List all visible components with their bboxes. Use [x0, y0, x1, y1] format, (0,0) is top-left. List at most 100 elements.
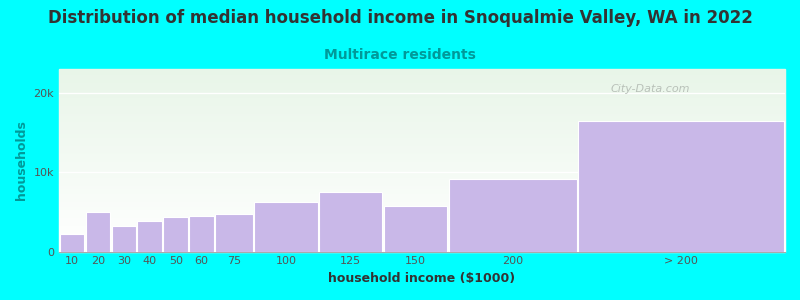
- Bar: [59, 198, 785, 199]
- Bar: [59, 184, 785, 185]
- Bar: [59, 132, 785, 133]
- Bar: [59, 159, 785, 160]
- Bar: [59, 187, 785, 188]
- Text: Distribution of median household income in Snoqualmie Valley, WA in 2022: Distribution of median household income …: [47, 9, 753, 27]
- Bar: [59, 79, 785, 80]
- Bar: [59, 112, 785, 113]
- Bar: [59, 151, 785, 152]
- Bar: [59, 245, 785, 246]
- Bar: [59, 83, 785, 84]
- Bar: [59, 181, 785, 182]
- Bar: [59, 125, 785, 126]
- Bar: [59, 138, 785, 139]
- Bar: [59, 109, 785, 110]
- Bar: [59, 237, 785, 238]
- Bar: [59, 144, 785, 145]
- Bar: [59, 78, 785, 79]
- Bar: [59, 208, 785, 209]
- Bar: [59, 218, 785, 219]
- Bar: [59, 116, 785, 117]
- Bar: [59, 72, 785, 73]
- Bar: [59, 242, 785, 243]
- Bar: [59, 111, 785, 112]
- Bar: [59, 121, 785, 122]
- Bar: [59, 165, 785, 166]
- Bar: [59, 163, 785, 164]
- Bar: [59, 92, 785, 93]
- Bar: [59, 104, 785, 105]
- Bar: [59, 90, 785, 91]
- Bar: [59, 154, 785, 155]
- Text: Multirace residents: Multirace residents: [324, 48, 476, 62]
- Bar: [111, 226, 136, 252]
- Bar: [59, 177, 785, 178]
- Bar: [59, 107, 785, 108]
- Bar: [59, 98, 785, 99]
- Bar: [59, 95, 785, 96]
- Bar: [59, 244, 785, 245]
- Bar: [59, 103, 785, 104]
- Bar: [59, 174, 785, 175]
- Bar: [59, 229, 785, 230]
- Bar: [59, 97, 785, 98]
- Bar: [215, 214, 253, 252]
- Bar: [59, 215, 785, 216]
- Bar: [59, 249, 785, 250]
- Bar: [59, 110, 785, 111]
- Bar: [59, 213, 785, 214]
- Bar: [59, 76, 785, 77]
- Bar: [59, 247, 785, 248]
- Bar: [59, 182, 785, 183]
- Bar: [59, 193, 785, 194]
- Bar: [86, 212, 110, 252]
- Bar: [59, 81, 785, 82]
- Bar: [59, 70, 785, 71]
- Bar: [59, 199, 785, 200]
- Bar: [59, 106, 785, 107]
- Bar: [59, 188, 785, 189]
- Bar: [59, 172, 785, 173]
- Bar: [59, 238, 785, 239]
- Bar: [59, 191, 785, 192]
- Bar: [59, 195, 785, 196]
- Bar: [59, 130, 785, 131]
- Bar: [59, 217, 785, 218]
- Bar: [60, 234, 84, 252]
- Bar: [59, 94, 785, 95]
- Bar: [59, 108, 785, 109]
- Bar: [59, 123, 785, 124]
- Bar: [59, 128, 785, 129]
- Bar: [59, 119, 785, 120]
- Bar: [59, 190, 785, 191]
- Bar: [59, 153, 785, 154]
- Bar: [59, 243, 785, 244]
- Bar: [59, 168, 785, 169]
- Bar: [59, 207, 785, 208]
- Bar: [59, 152, 785, 153]
- Bar: [59, 203, 785, 204]
- Bar: [59, 136, 785, 137]
- Bar: [59, 134, 785, 135]
- Bar: [59, 231, 785, 232]
- Bar: [59, 248, 785, 249]
- Bar: [59, 246, 785, 247]
- Bar: [59, 117, 785, 118]
- Bar: [59, 201, 785, 202]
- Bar: [59, 80, 785, 81]
- Bar: [59, 185, 785, 186]
- Bar: [59, 179, 785, 180]
- Bar: [59, 142, 785, 143]
- Bar: [59, 206, 785, 207]
- Bar: [138, 221, 162, 252]
- Bar: [59, 82, 785, 83]
- Bar: [59, 196, 785, 197]
- Bar: [59, 102, 785, 103]
- Bar: [59, 209, 785, 210]
- Bar: [59, 171, 785, 172]
- Bar: [59, 167, 785, 168]
- Bar: [59, 149, 785, 150]
- Bar: [59, 216, 785, 217]
- Bar: [59, 156, 785, 157]
- Bar: [59, 85, 785, 86]
- Bar: [59, 140, 785, 141]
